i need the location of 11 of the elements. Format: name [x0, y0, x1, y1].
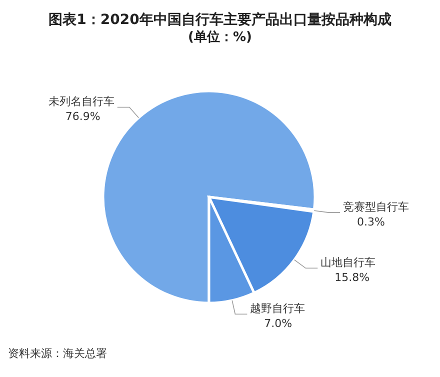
data-label: 7.0%: [264, 317, 292, 330]
slice-label: 越野自行车: [250, 302, 306, 316]
slice-label: 山地自行车: [320, 256, 376, 270]
slice-label: 未列名自行车: [48, 95, 114, 108]
text: 资料来源：海关总署: [8, 347, 107, 360]
chart-subtitle: (单位：%): [188, 29, 252, 45]
data-label: 76.9%: [65, 110, 100, 124]
slice-label: 竞赛型自行车: [343, 200, 410, 214]
data-label: 15.8%: [334, 271, 370, 284]
data-label: 0.3%: [357, 215, 385, 228]
chart-title: 图表1：2020年中国自行车主要产品出口量按品种构成: [48, 11, 392, 28]
